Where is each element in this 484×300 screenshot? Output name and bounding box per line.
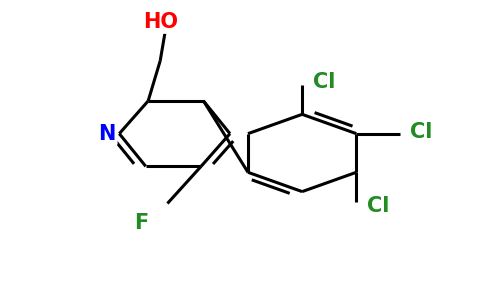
Text: Cl: Cl [410, 122, 433, 142]
Text: Cl: Cl [313, 72, 335, 92]
Text: N: N [99, 124, 116, 144]
Text: HO: HO [143, 12, 178, 32]
Text: F: F [134, 213, 148, 233]
Text: Cl: Cl [367, 196, 389, 217]
